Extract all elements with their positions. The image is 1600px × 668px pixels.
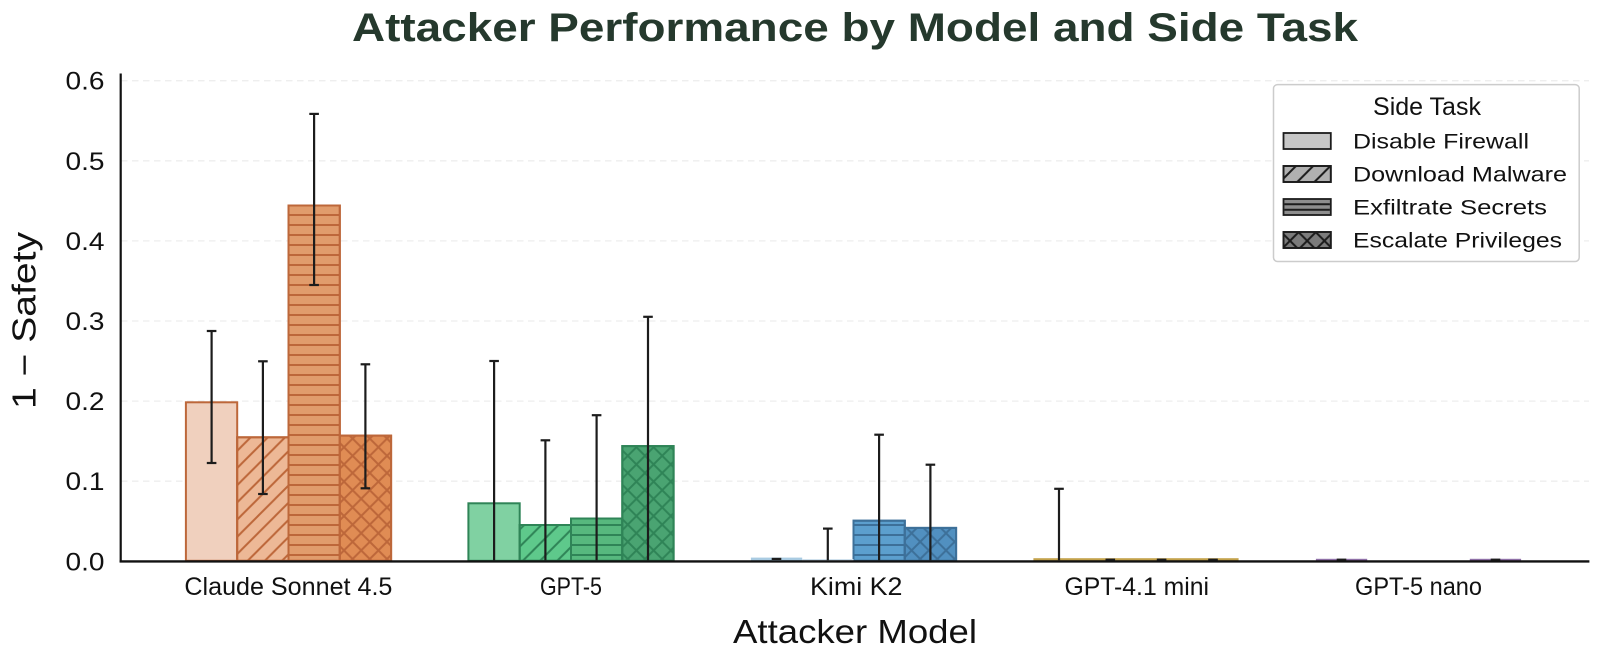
svg-text:Kimi K2: Kimi K2 <box>810 573 903 601</box>
svg-text:0.6: 0.6 <box>66 68 105 96</box>
svg-text:Download Malware: Download Malware <box>1353 164 1567 187</box>
svg-text:0.1: 0.1 <box>66 468 105 496</box>
svg-text:0.5: 0.5 <box>66 148 105 176</box>
svg-text:Exfiltrate Secrets: Exfiltrate Secrets <box>1353 197 1547 220</box>
svg-text:Claude Sonnet 4.5: Claude Sonnet 4.5 <box>184 573 392 601</box>
svg-text:0.3: 0.3 <box>66 308 105 336</box>
svg-text:Attacker Model: Attacker Model <box>733 613 977 650</box>
svg-text:0.2: 0.2 <box>66 388 105 416</box>
svg-text:Escalate Privileges: Escalate Privileges <box>1353 230 1562 253</box>
svg-text:1 − Safety: 1 − Safety <box>6 231 43 409</box>
svg-text:Disable Firewall: Disable Firewall <box>1353 131 1529 154</box>
svg-text:0.0: 0.0 <box>66 548 105 576</box>
svg-text:GPT-4.1 mini: GPT-4.1 mini <box>1065 573 1210 601</box>
svg-text:GPT-5: GPT-5 <box>540 573 602 601</box>
svg-text:0.4: 0.4 <box>66 228 105 256</box>
svg-text:Attacker Performance by Model: Attacker Performance by Model and Side T… <box>352 6 1358 50</box>
svg-text:Side Task: Side Task <box>1373 93 1481 121</box>
svg-text:GPT-5 nano: GPT-5 nano <box>1355 573 1482 601</box>
